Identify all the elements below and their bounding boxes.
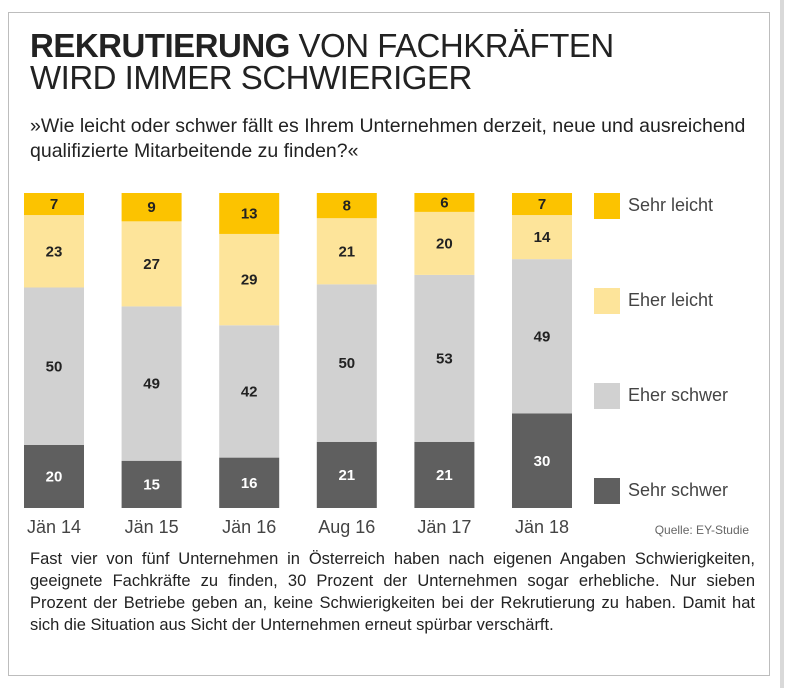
bar-segment: [512, 215, 572, 260]
legend-label: Eher leicht: [628, 290, 713, 310]
legend-swatch: [594, 193, 620, 219]
data-label: 21: [436, 467, 453, 484]
bar-segment: [121, 460, 182, 508]
data-label: 27: [143, 256, 160, 273]
bar-segment: [24, 445, 84, 508]
data-label: 13: [241, 205, 258, 222]
bar-segment: [316, 441, 377, 508]
bar-segment: [24, 287, 84, 445]
bar-segment: [219, 325, 280, 458]
data-label: 50: [46, 358, 63, 375]
data-label: 7: [50, 196, 58, 213]
data-label: 20: [436, 235, 453, 252]
source-note: Quelle: EY-Studie: [655, 523, 750, 537]
bar-segment: [219, 233, 280, 326]
data-label: 21: [338, 243, 355, 260]
x-tick-label: Jän 14: [27, 517, 81, 537]
legend-label: Eher schwer: [628, 385, 728, 405]
data-label: 7: [538, 196, 546, 213]
title-rest: VON FACHKRÄFTEN: [289, 27, 615, 64]
survey-question: »Wie leicht oder schwer fällt es Ihrem U…: [30, 115, 746, 162]
x-tick-label: Jän 17: [417, 517, 471, 537]
bar-segment: [512, 193, 572, 216]
stacked-bar-chart: 20 50 23 7 Jän 14 15 49 27 9 Jän 15 16 42 29 13 Jän 16…: [24, 193, 750, 537]
data-label: 53: [436, 350, 453, 367]
bar-segment: [414, 274, 475, 442]
bar-segment: [316, 193, 377, 219]
bar-segment: [414, 193, 475, 212]
data-label: 20: [46, 469, 63, 486]
x-tick-label: Jän 18: [515, 517, 569, 537]
bar-segment: [121, 221, 182, 307]
data-label: 42: [241, 383, 258, 400]
data-label: 6: [440, 194, 448, 211]
title-bold: REKRUTIERUNG: [30, 27, 290, 64]
legend-swatch: [594, 478, 620, 504]
legend-label: Sehr leicht: [628, 195, 713, 215]
data-label: 50: [338, 355, 355, 372]
data-label: 29: [241, 272, 258, 289]
bar-segment: [414, 211, 475, 275]
data-label: 23: [46, 243, 63, 260]
data-label: 16: [241, 475, 258, 492]
data-label: 9: [147, 199, 155, 216]
data-label: 14: [534, 229, 551, 246]
title-line2: WIRD IMMER SCHWIERIGER: [30, 59, 472, 96]
bar-segment: [219, 457, 280, 508]
legend-swatch: [594, 288, 620, 314]
bar-segment: [121, 306, 182, 461]
bar-segment: [414, 441, 475, 508]
bar-segment: [121, 193, 182, 222]
x-tick-label: Jän 16: [222, 517, 276, 537]
chart-title: REKRUTIERUNG VON FACHKRÄFTEN WIRD IMMER …: [30, 27, 750, 96]
bar-segment: [316, 284, 377, 442]
description-text: Fast vier von fünf Unternehmen in Österr…: [30, 550, 755, 634]
legend-swatch: [594, 383, 620, 409]
data-label: 49: [534, 328, 551, 345]
x-tick-label: Aug 16: [318, 517, 375, 537]
bar-segment: [512, 413, 572, 508]
bar-segment: [24, 215, 84, 288]
data-label: 49: [143, 376, 160, 393]
data-label: 15: [143, 476, 160, 493]
legend-label: Sehr schwer: [628, 480, 728, 500]
data-label: 30: [534, 453, 551, 470]
page-edge: [780, 0, 784, 688]
bar-segment: [219, 193, 280, 234]
bar-segment: [512, 259, 572, 414]
data-label: 21: [338, 467, 355, 484]
bar-segment: [24, 193, 84, 216]
data-label: 8: [343, 198, 351, 215]
bar-segment: [316, 218, 377, 285]
x-tick-label: Jän 15: [125, 517, 179, 537]
